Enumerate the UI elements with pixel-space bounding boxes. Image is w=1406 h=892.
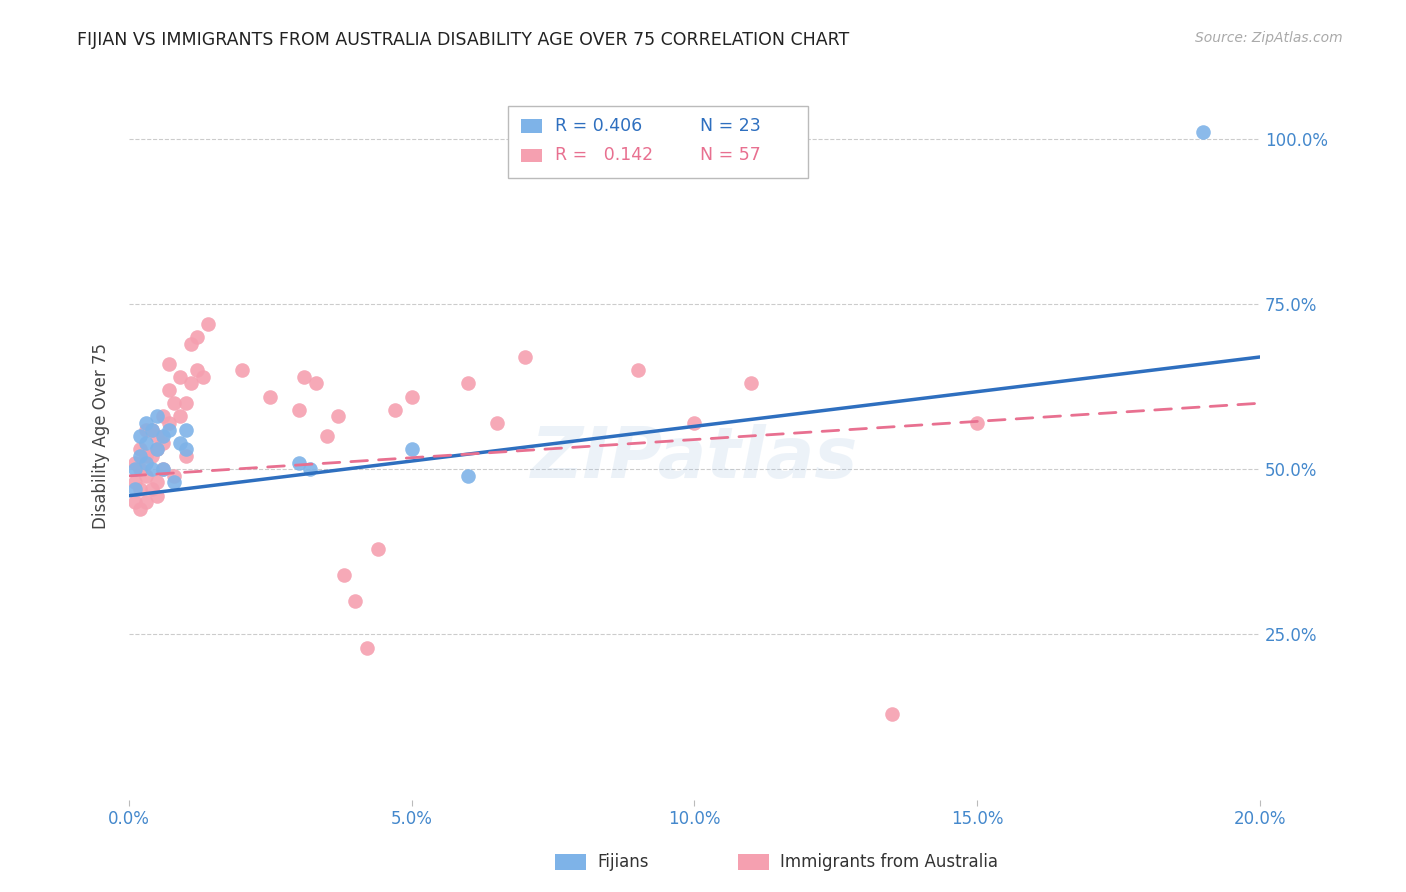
Point: [333, 568, 356, 582]
Point: [135, 435, 157, 450]
Point: [485, 416, 508, 430]
FancyBboxPatch shape: [522, 149, 541, 161]
FancyBboxPatch shape: [508, 105, 807, 178]
Text: Immigrants from Australia: Immigrants from Australia: [780, 853, 998, 871]
Point: [124, 482, 146, 496]
Point: [174, 396, 197, 410]
Point: [197, 317, 219, 331]
Point: [401, 390, 423, 404]
Point: [135, 423, 157, 437]
Point: [157, 416, 180, 430]
Point: [141, 462, 163, 476]
Point: [135, 416, 157, 430]
Point: [129, 482, 152, 496]
Point: [157, 357, 180, 371]
Point: [141, 423, 163, 437]
Point: [124, 475, 146, 490]
Text: N = 23: N = 23: [700, 117, 761, 135]
Point: [180, 336, 202, 351]
Text: R = 0.406: R = 0.406: [555, 117, 643, 135]
Text: N = 57: N = 57: [700, 146, 761, 164]
Point: [152, 462, 174, 476]
Point: [457, 376, 479, 391]
Point: [457, 468, 479, 483]
Point: [966, 416, 988, 430]
Point: [186, 330, 208, 344]
Point: [135, 468, 157, 483]
Point: [146, 475, 169, 490]
Point: [152, 462, 174, 476]
Point: [298, 462, 321, 476]
Point: [287, 402, 309, 417]
Point: [141, 449, 163, 463]
Point: [152, 435, 174, 450]
Point: [169, 409, 191, 424]
Point: [169, 435, 191, 450]
Point: [124, 462, 146, 476]
Text: FIJIAN VS IMMIGRANTS FROM AUSTRALIA DISABILITY AGE OVER 75 CORRELATION CHART: FIJIAN VS IMMIGRANTS FROM AUSTRALIA DISA…: [77, 31, 849, 49]
Point: [157, 423, 180, 437]
Point: [146, 409, 169, 424]
Point: [146, 489, 169, 503]
Point: [305, 376, 328, 391]
Point: [384, 402, 406, 417]
Point: [259, 390, 281, 404]
Point: [513, 350, 536, 364]
Point: [174, 442, 197, 457]
Point: [740, 376, 762, 391]
Point: [146, 442, 169, 457]
Point: [316, 429, 339, 443]
FancyBboxPatch shape: [522, 120, 541, 133]
Point: [174, 449, 197, 463]
Point: [129, 442, 152, 457]
Point: [180, 376, 202, 391]
Point: [146, 442, 169, 457]
Point: [152, 409, 174, 424]
Point: [401, 442, 423, 457]
Point: [191, 369, 214, 384]
Point: [356, 640, 378, 655]
Point: [124, 495, 146, 509]
Point: [152, 429, 174, 443]
Point: [141, 423, 163, 437]
Point: [328, 409, 350, 424]
Text: ZIPatlas: ZIPatlas: [531, 424, 858, 492]
Point: [163, 396, 186, 410]
Point: [129, 462, 152, 476]
Point: [163, 468, 186, 483]
Point: [169, 369, 191, 384]
Point: [157, 383, 180, 397]
Point: [135, 495, 157, 509]
Point: [146, 429, 169, 443]
Point: [174, 423, 197, 437]
Point: [292, 369, 315, 384]
Point: [344, 594, 367, 608]
Point: [129, 449, 152, 463]
Point: [231, 363, 253, 377]
Point: [367, 541, 389, 556]
Point: [186, 363, 208, 377]
Text: Fijians: Fijians: [598, 853, 650, 871]
Point: [627, 363, 650, 377]
Point: [135, 449, 157, 463]
Point: [287, 456, 309, 470]
Point: [129, 429, 152, 443]
Text: R =   0.142: R = 0.142: [555, 146, 654, 164]
Point: [1192, 125, 1215, 139]
Point: [129, 502, 152, 516]
Point: [135, 456, 157, 470]
Point: [163, 475, 186, 490]
Text: Source: ZipAtlas.com: Source: ZipAtlas.com: [1195, 31, 1343, 45]
Point: [124, 456, 146, 470]
Y-axis label: Disability Age Over 75: Disability Age Over 75: [93, 343, 110, 529]
Point: [882, 706, 904, 721]
Point: [141, 482, 163, 496]
Point: [683, 416, 706, 430]
